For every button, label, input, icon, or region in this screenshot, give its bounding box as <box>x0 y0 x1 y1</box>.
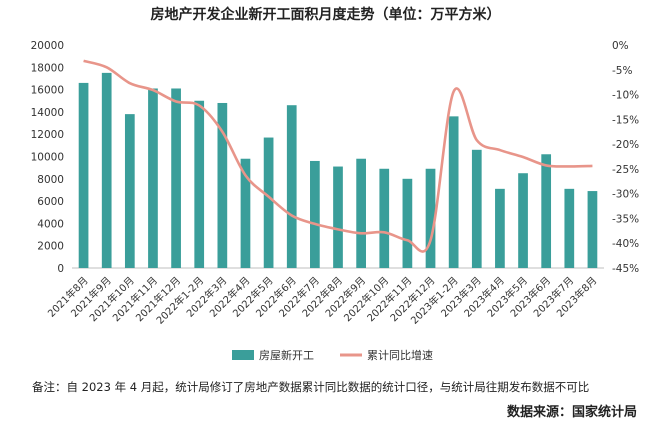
bar <box>495 188 505 268</box>
y-left-tick-label: 6000 <box>37 196 64 208</box>
y-left-tick-label: 2000 <box>37 241 64 253</box>
y-right-tick-label: -5% <box>612 65 632 77</box>
chart-title: 房地产开发企业新开工面积月度走势（单位：万平方米） <box>150 7 501 23</box>
y-right-tick-label: 0% <box>612 40 629 52</box>
bar <box>171 88 181 268</box>
y-left-tick-label: 20000 <box>31 40 64 52</box>
bar <box>217 102 228 268</box>
y-right-tick-label: -45% <box>612 263 639 275</box>
bar <box>518 173 528 268</box>
y-right-tick-label: -25% <box>612 164 639 176</box>
legend-swatch-bar <box>232 350 254 360</box>
data-source: 数据来源：国家统计局 <box>506 405 637 420</box>
bar <box>587 191 598 268</box>
bar <box>541 154 552 268</box>
footnote: 备注：自 2023 年 4 月起，统计局修订了房地产数据累计同比数据的统计口径，… <box>32 380 590 394</box>
y-right-tick-label: -15% <box>612 114 639 126</box>
bar <box>263 137 274 268</box>
bar <box>425 168 436 268</box>
bar <box>564 188 575 268</box>
bar <box>148 88 158 268</box>
y-left-tick-label: 14000 <box>31 107 64 119</box>
legend-label-line: 累计同比增速 <box>367 348 433 362</box>
bar <box>333 166 343 268</box>
y-left-tick-label: 16000 <box>31 85 64 97</box>
y-left-tick-label: 4000 <box>37 218 64 230</box>
bar <box>194 100 205 268</box>
bar <box>310 160 320 268</box>
y-left-tick-label: 12000 <box>31 129 64 141</box>
y-left-tick-label: 18000 <box>31 62 64 74</box>
bar <box>78 82 89 268</box>
bar <box>356 158 366 268</box>
y-right-tick-label: -10% <box>612 90 639 102</box>
bar <box>240 158 251 268</box>
series-line-growth <box>83 59 593 253</box>
bar <box>124 114 135 268</box>
y-left-tick-label: 8000 <box>37 174 64 186</box>
y-right-tick-label: -30% <box>612 189 639 201</box>
bar <box>286 105 297 269</box>
bar <box>448 116 459 268</box>
bar <box>379 168 390 268</box>
y-right-tick-label: -40% <box>612 238 639 250</box>
y-left-tick-label: 0 <box>57 263 64 275</box>
bar <box>101 72 112 268</box>
bar <box>402 178 413 268</box>
bar <box>471 149 482 268</box>
y-right-tick-label: -20% <box>612 139 639 151</box>
y-left-tick-label: 10000 <box>31 152 64 164</box>
y-right-tick-label: -35% <box>612 213 639 225</box>
legend-label-bar: 房屋新开工 <box>259 348 314 362</box>
